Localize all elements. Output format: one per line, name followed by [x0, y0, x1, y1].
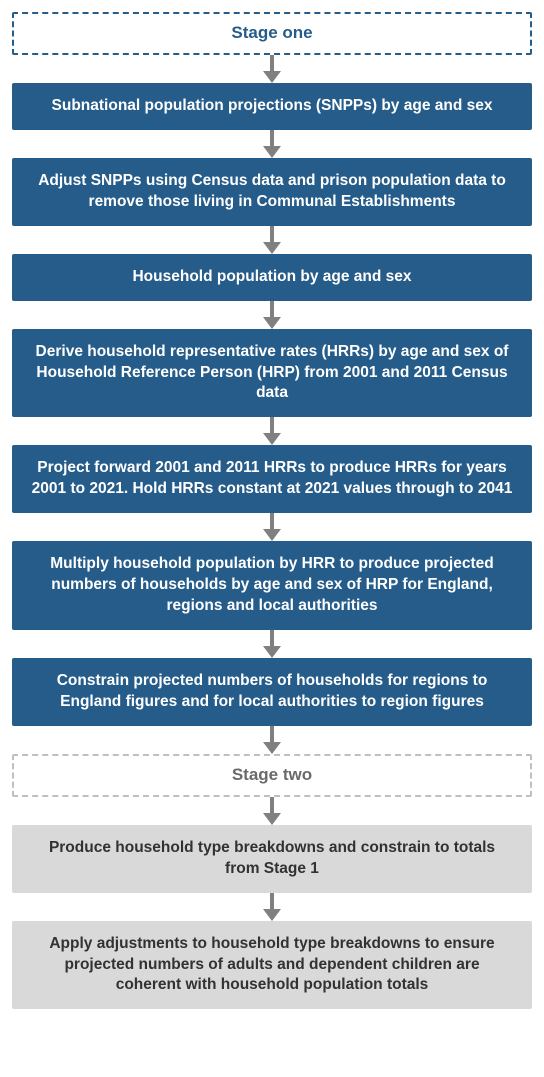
- process-step-grey: Apply adjustments to household type brea…: [12, 921, 532, 1010]
- arrow-down: [263, 417, 281, 445]
- arrow-down: [263, 893, 281, 921]
- stage-two-header: Stage two: [12, 754, 532, 797]
- process-step-blue: Household population by age and sex: [12, 254, 532, 301]
- arrow-down: [263, 226, 281, 254]
- arrow-down: [263, 55, 281, 83]
- arrow-down: [263, 797, 281, 825]
- process-step-blue: Subnational population projections (SNPP…: [12, 83, 532, 130]
- process-step-grey: Produce household type breakdowns and co…: [12, 825, 532, 893]
- arrow-down: [263, 130, 281, 158]
- process-step-blue: Multiply household population by HRR to …: [12, 541, 532, 630]
- arrow-down: [263, 301, 281, 329]
- process-step-blue: Derive household representative rates (H…: [12, 329, 532, 418]
- process-step-blue: Constrain projected numbers of household…: [12, 658, 532, 726]
- arrow-down: [263, 726, 281, 754]
- process-step-blue: Adjust SNPPs using Census data and priso…: [12, 158, 532, 226]
- arrow-down: [263, 513, 281, 541]
- flowchart: Stage one Subnational population projecti…: [12, 12, 532, 1009]
- arrow-down: [263, 630, 281, 658]
- process-step-blue: Project forward 2001 and 2011 HRRs to pr…: [12, 445, 532, 513]
- stage-one-header: Stage one: [12, 12, 532, 55]
